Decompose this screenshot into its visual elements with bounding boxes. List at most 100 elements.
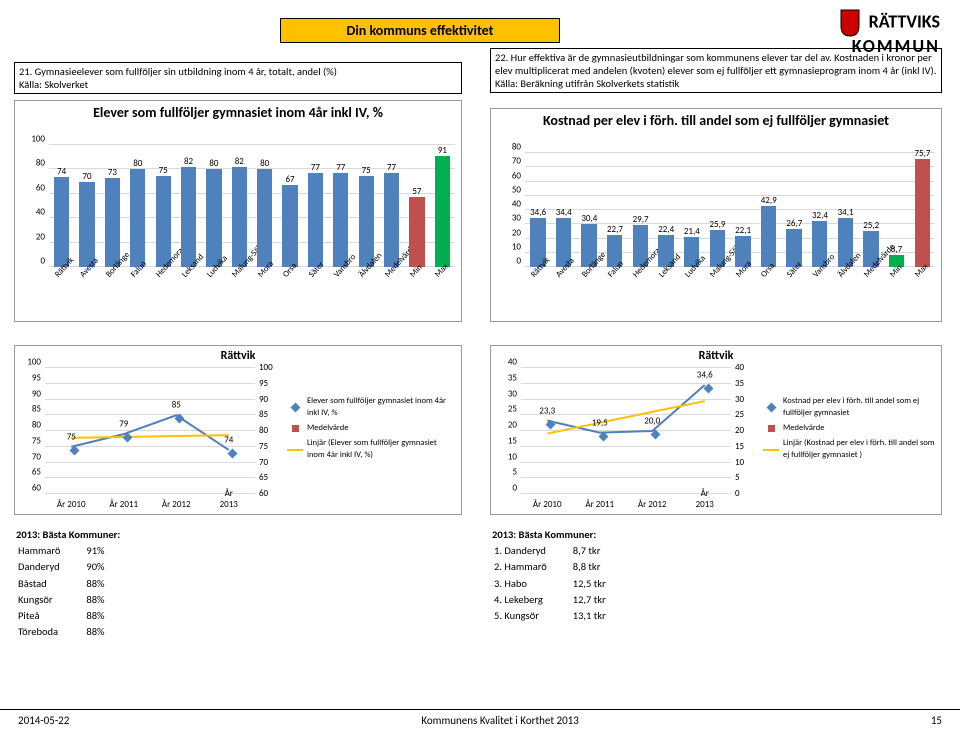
y-tick: 50 — [495, 184, 521, 195]
bar-value-label: 25,2 — [863, 220, 878, 231]
bar-value-label: 21,4 — [684, 226, 699, 237]
y-tick: 60 — [19, 182, 45, 193]
table-cell: 88% — [86, 577, 104, 591]
footer-page: 15 — [931, 714, 942, 727]
bar-value-label: 34,4 — [556, 207, 571, 218]
footer-date: 2014-05-22 — [18, 714, 69, 727]
data-point-label: 74 — [224, 434, 233, 445]
table-row: Töreboda88% — [18, 625, 105, 639]
y2-tick: 5 — [735, 472, 759, 483]
y-tick: 35 — [493, 372, 517, 383]
bar-value-label: 74 — [54, 166, 69, 177]
chart-tr-plot: 0102030405060708034,6Rättvik34,4Avesta30… — [525, 153, 935, 267]
table-row: 5. Kungsör13,1 tkr — [494, 609, 606, 623]
table-cell: 8,7 tkr — [573, 544, 606, 558]
table-cell: 12,7 tkr — [573, 593, 606, 607]
table-cell: 13,1 tkr — [573, 609, 606, 623]
gridline — [525, 181, 935, 182]
data-point-label: 20,0 — [644, 416, 660, 427]
y-tick: 100 — [19, 134, 45, 145]
data-point-label: 79 — [119, 419, 128, 430]
chart-bl-title: Rättvik — [15, 346, 461, 363]
chart-br-plot: 00551010151520202525303035354040År 2010Å… — [521, 368, 731, 494]
bar: 80 — [130, 169, 145, 267]
y2-tick: 70 — [259, 457, 283, 468]
y2-tick: 95 — [259, 378, 283, 389]
bar-value-label: 75 — [359, 165, 374, 176]
bar-value-label: 73 — [105, 167, 120, 178]
data-point-label: 19,5 — [592, 417, 608, 428]
y-tick: 10 — [495, 241, 521, 252]
table-row: 1. Danderyd8,7 tkr — [494, 544, 606, 558]
bar-value-label: 57 — [409, 186, 424, 197]
page-footer: 2014-05-22 Kommunens Kvalitet i Korthet … — [0, 709, 960, 731]
y-tick: 10 — [493, 451, 517, 462]
y-tick: 40 — [495, 199, 521, 210]
table-cell: 1. Danderyd — [494, 544, 571, 558]
y-tick: 30 — [495, 213, 521, 224]
bar-value-label: 75 — [156, 165, 171, 176]
table-row: Hammarö91% — [18, 544, 105, 558]
bar-value-label: 29,7 — [633, 214, 648, 225]
gridline — [525, 166, 935, 167]
chart-rattvik-trend-right: Rättvik 00551010151520202525303035354040… — [490, 345, 942, 515]
y-tick: 30 — [493, 388, 517, 399]
y-tick: 20 — [19, 231, 45, 242]
line-svg — [45, 368, 255, 494]
y2-tick: 20 — [735, 425, 759, 436]
bar-value-label: 67 — [282, 174, 297, 185]
y-tick: 70 — [17, 451, 41, 462]
y-tick: 0 — [495, 256, 521, 267]
y-tick: 0 — [19, 256, 45, 267]
gridline — [525, 195, 935, 196]
bar-value-label: 26,7 — [786, 218, 801, 229]
table-cell: Hammarö — [18, 544, 84, 558]
bar: 82 — [181, 167, 196, 267]
table-cell: Töreboda — [18, 625, 84, 639]
y2-tick: 0 — [735, 488, 759, 499]
legend-label: Medelvärde — [307, 423, 455, 435]
bar-value-label: 42,9 — [761, 195, 776, 206]
y2-tick: 60 — [259, 488, 283, 499]
table-cell: 88% — [86, 625, 104, 639]
y-tick: 100 — [17, 357, 41, 368]
bar-value-label: 80 — [257, 158, 272, 169]
data-point-label: 34,6 — [697, 370, 713, 381]
y-tick: 60 — [495, 170, 521, 181]
bar-value-label: 82 — [232, 156, 247, 167]
table-cell: 3. Habo — [494, 577, 571, 591]
bar: 70 — [79, 182, 94, 267]
bar-value-label: 80 — [130, 158, 145, 169]
chart-tl-plot: 02040608010074Rättvik70Avesta73Borlänge8… — [49, 145, 455, 267]
question-22-text: 22. Hur effektiva är de gymnasieutbildni… — [495, 51, 936, 77]
chart-cost-per-student: Kostnad per elev i förh. till andel som … — [490, 108, 942, 322]
table-cell: 4. Lekeberg — [494, 593, 571, 607]
chart-bl-plot: 60606565707075758080858590909595100100År… — [45, 368, 255, 494]
bar: 77 — [308, 173, 323, 267]
y2-tick: 90 — [259, 394, 283, 405]
legend-label: Linjär (Kostnad per elev i förh. till an… — [783, 438, 935, 462]
question-21-box: 21. Gymnasieelever som fullföljer sin ut… — [14, 62, 462, 94]
y2-tick: 65 — [259, 472, 283, 483]
page-banner: Din kommuns effektivitet — [280, 18, 560, 43]
table-cell: 88% — [86, 593, 104, 607]
y2-tick: 40 — [735, 362, 759, 373]
bar: 75 — [359, 176, 374, 268]
bar-value-label: 75,7 — [915, 148, 930, 159]
chart-rattvik-trend-left: Rättvik 60606565707075758080858590909595… — [14, 345, 462, 515]
best-right-heading: 2013: Bästa Kommuner: — [492, 528, 608, 542]
data-point-label: 85 — [172, 400, 181, 411]
legend-item: Medelvärde — [287, 423, 455, 435]
y2-tick: 85 — [259, 409, 283, 420]
table-cell: Danderyd — [18, 560, 84, 574]
bar-value-label: 32,4 — [812, 210, 827, 221]
legend-item: Medelvärde — [763, 423, 935, 435]
table-row: Båstad88% — [18, 577, 105, 591]
y-tick: 15 — [493, 435, 517, 446]
best-municipalities-left: 2013: Bästa Kommuner: Hammarö91%Danderyd… — [16, 528, 120, 641]
bar-value-label: 91 — [435, 145, 450, 156]
bar-value-label: 34,6 — [530, 207, 545, 218]
legend-item: Kostnad per elev i förh. till andel som … — [763, 396, 935, 420]
y-tick: 20 — [493, 420, 517, 431]
bar: 73 — [105, 178, 120, 267]
